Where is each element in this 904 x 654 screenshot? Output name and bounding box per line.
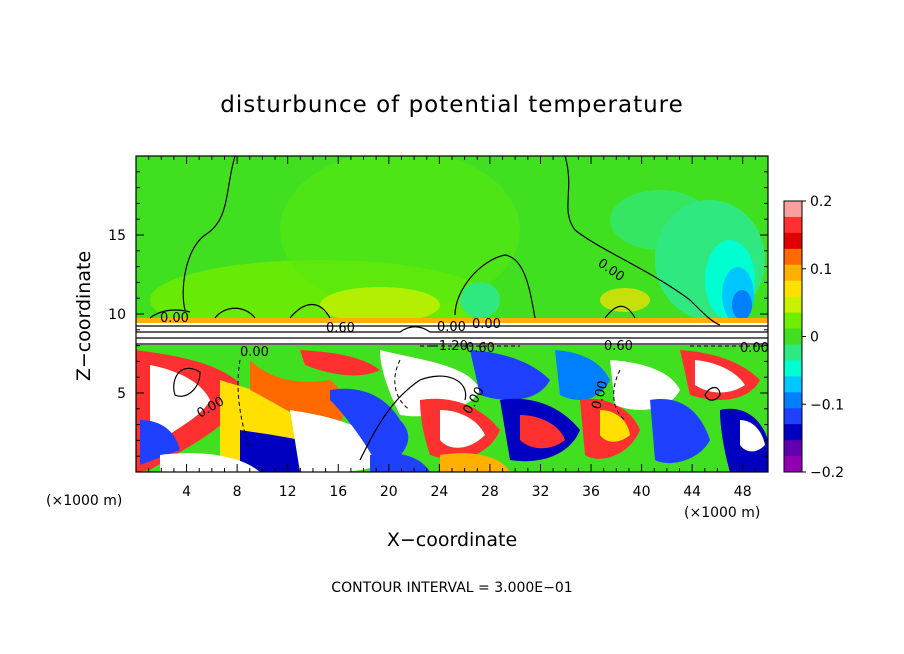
colorbar-tick-label: −0.1 xyxy=(810,397,844,413)
colorbar-swatch xyxy=(784,376,802,393)
x-tick-label: 12 xyxy=(279,484,297,500)
colorbar-swatch xyxy=(784,264,802,282)
colorbar-swatch xyxy=(784,392,802,409)
y-axis-label: Z−coordinate xyxy=(73,251,95,381)
contour-label: 0.60 xyxy=(604,339,633,354)
x-axis-label: X−coordinate xyxy=(387,529,517,551)
x-tick-label: 20 xyxy=(380,484,398,500)
colorbar-swatch xyxy=(784,232,802,250)
x-unit-right: (×1000 m) xyxy=(684,505,760,521)
plot-area xyxy=(136,156,768,472)
x-tick-label: 8 xyxy=(233,484,242,500)
inversion-band xyxy=(136,323,768,345)
colorbar-swatch xyxy=(784,344,802,361)
x-unit-left: (×1000 m) xyxy=(46,493,122,509)
contour-lines xyxy=(136,156,768,461)
y-tick-label: 10 xyxy=(108,307,126,323)
warm-blob xyxy=(280,156,520,310)
cool-blob xyxy=(460,282,500,318)
contour-label: 0.00 xyxy=(160,311,189,326)
colorbar-swatch xyxy=(784,424,802,441)
contour-label: 0.00 xyxy=(589,379,611,411)
warm-blob xyxy=(600,288,650,312)
x-tick-label: 16 xyxy=(329,484,347,500)
colorbar-swatch xyxy=(784,456,802,473)
cool-blob xyxy=(610,190,710,250)
contour-label: 0.00 xyxy=(740,341,769,356)
colorbar-swatch xyxy=(784,408,802,425)
colorbar-swatch xyxy=(784,328,802,345)
turbulent-layer xyxy=(136,350,768,472)
contour-label: 0.00 xyxy=(240,345,269,360)
colorbar-swatch xyxy=(784,312,802,330)
negative-contours xyxy=(237,345,768,451)
x-tick-label: 28 xyxy=(481,484,499,500)
colorbar: 0.2 0.1 0 −0.1 −0.2 xyxy=(783,194,844,481)
colorbar-swatch xyxy=(784,280,802,298)
x-tick-label: 4 xyxy=(182,484,191,500)
colorbar-tick-label: 0.2 xyxy=(810,194,832,210)
contour-label: −1.20 xyxy=(428,339,468,354)
x-tick-label: 24 xyxy=(430,484,448,500)
colorbar-tick-label: 0 xyxy=(810,330,819,346)
x-tick-label: 48 xyxy=(734,484,752,500)
colorbar-swatch xyxy=(784,201,802,218)
contour-label: 0.60 xyxy=(466,341,495,356)
colorbar-swatch xyxy=(784,440,802,457)
x-tick-label: 36 xyxy=(582,484,600,500)
contour-label: 0.00 xyxy=(472,317,501,332)
colorbar-swatch xyxy=(784,248,802,266)
x-tick-label: 32 xyxy=(532,484,550,500)
colorbar-swatch xyxy=(784,216,802,234)
colorbar-swatch xyxy=(784,360,802,377)
colorbar-tick-label: 0.1 xyxy=(810,262,832,278)
colorbar-swatch xyxy=(784,296,802,314)
chart-title: disturbunce of potential temperature xyxy=(220,92,684,118)
contour-label: 0.60 xyxy=(326,321,355,336)
warm-blob xyxy=(320,287,440,323)
contour-label: 0.00 xyxy=(437,320,466,335)
inversion-band xyxy=(136,318,768,323)
cool-blob xyxy=(732,290,752,320)
x-tick-label: 44 xyxy=(683,484,701,500)
colorbar-tick-label: −0.2 xyxy=(810,465,844,481)
y-tick-label: 15 xyxy=(108,228,126,244)
x-tick-label: 40 xyxy=(633,484,651,500)
y-tick-label: 5 xyxy=(117,386,126,402)
contour-interval-note: CONTOUR INTERVAL = 3.000E−01 xyxy=(331,580,572,596)
